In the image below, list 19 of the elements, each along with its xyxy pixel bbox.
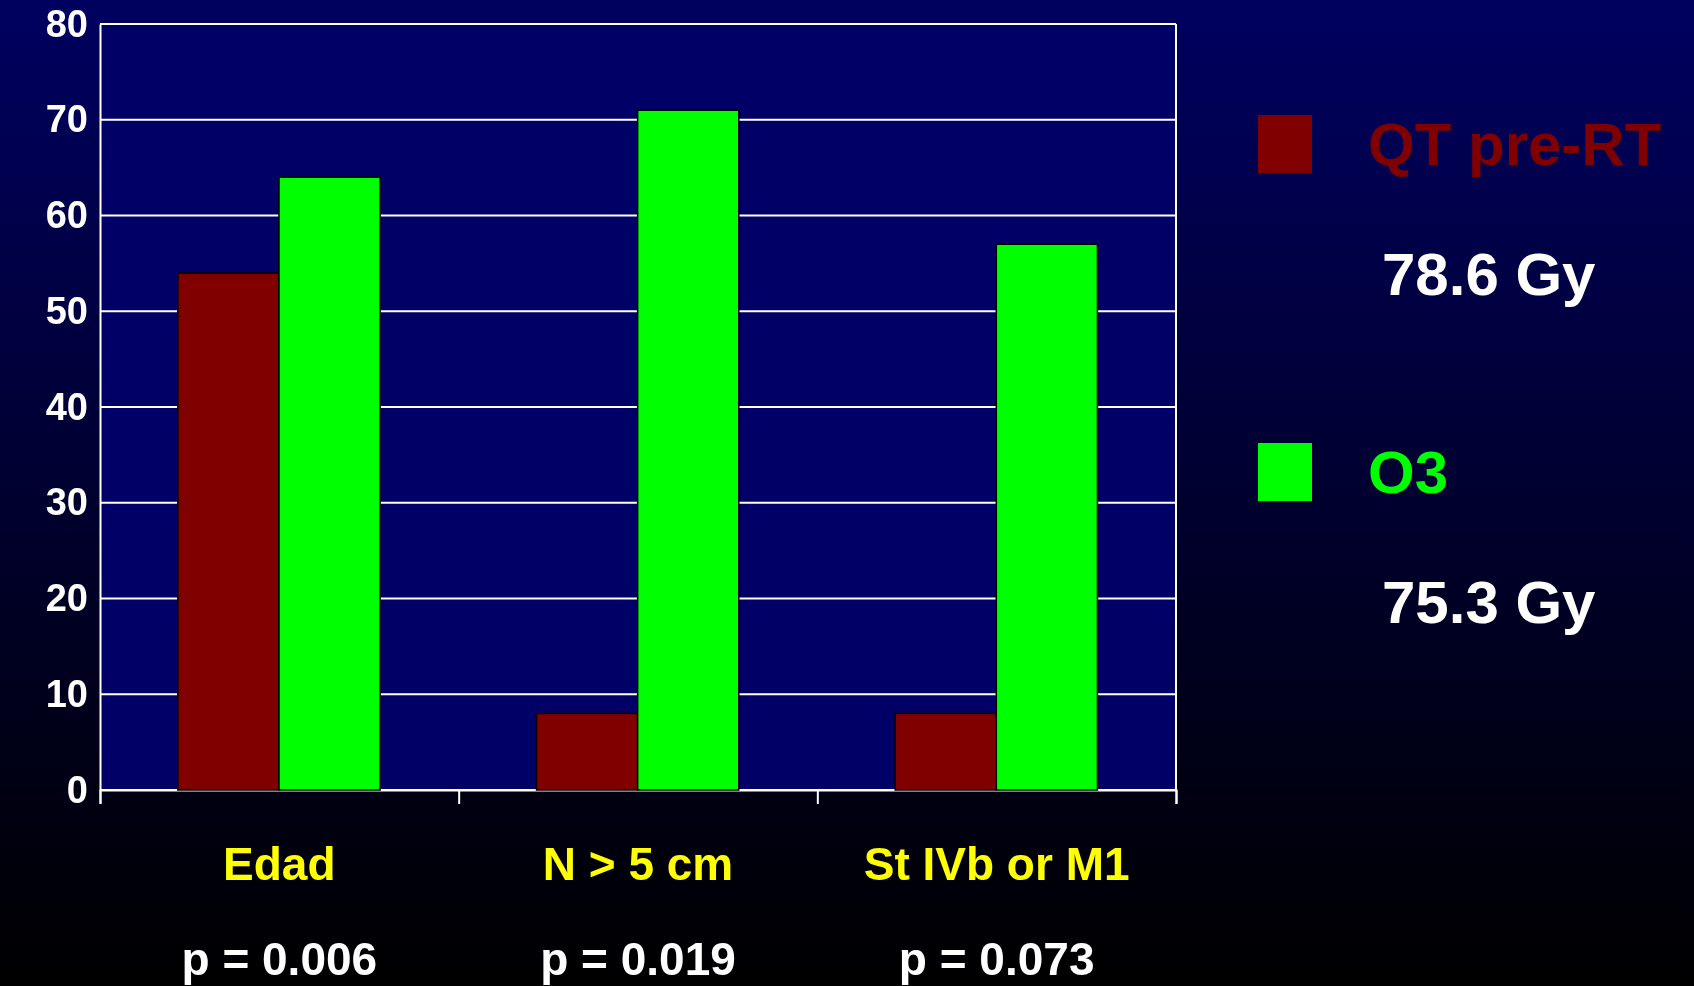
text: p = 0.006 xyxy=(181,933,378,985)
y-tick-label: 40 xyxy=(45,385,88,428)
x-tick-label: N > 5 cm xyxy=(542,838,734,890)
y-tick-label: 10 xyxy=(45,672,88,715)
y-tick-label: 80 xyxy=(45,2,88,45)
y-tick-label: 50 xyxy=(45,289,88,332)
y-tick-label: 30 xyxy=(45,481,88,524)
legend-label: QT pre-RT xyxy=(1368,111,1662,178)
y-tick-label: 70 xyxy=(45,98,88,141)
text: p = 0.019 xyxy=(540,933,736,985)
text: 75.3 Gy xyxy=(1382,569,1597,636)
text: p = 0.073 xyxy=(898,933,1095,985)
y-tick-label: 0 xyxy=(66,768,88,811)
legend-label: O3 xyxy=(1368,439,1449,506)
x-tick-label: St IVb or M1 xyxy=(863,838,1130,890)
x-tick-label: Edad xyxy=(223,838,336,890)
text: 78.6 Gy xyxy=(1382,241,1597,308)
y-tick-label: 60 xyxy=(45,194,88,237)
y-tick-label: 20 xyxy=(45,577,88,620)
